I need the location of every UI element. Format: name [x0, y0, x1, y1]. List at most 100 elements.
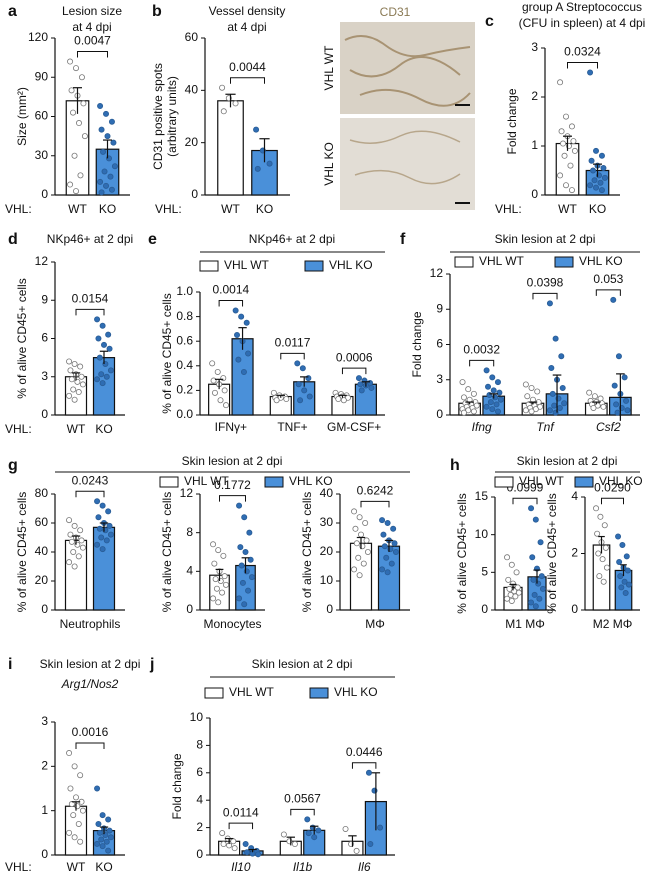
data-point — [362, 520, 369, 527]
y-axis-label: (arbitrary units) — [165, 76, 179, 157]
data-point — [546, 407, 553, 414]
data-point — [561, 152, 568, 159]
legend-label: VHL WT — [479, 254, 525, 268]
legend-swatch — [264, 476, 284, 488]
data-point — [494, 408, 501, 415]
y-tick-label: 3 — [41, 714, 48, 728]
data-point — [379, 517, 386, 524]
data-point — [353, 540, 360, 547]
data-point — [215, 599, 222, 606]
data-point — [621, 374, 628, 381]
data-point — [253, 126, 260, 133]
x-tick-label: Il1b — [293, 860, 313, 874]
data-point — [104, 133, 111, 140]
data-point — [230, 838, 237, 845]
data-point — [67, 785, 74, 792]
data-point — [219, 830, 226, 837]
data-point — [239, 579, 246, 586]
data-point — [245, 587, 252, 594]
panel-letter: c — [485, 13, 494, 30]
legend-label: VHL KO — [329, 258, 373, 272]
y-tick-label: 8 — [196, 738, 203, 752]
data-point — [384, 520, 391, 527]
data-point — [78, 74, 85, 81]
data-point — [594, 530, 601, 537]
data-point — [600, 578, 607, 585]
data-point — [392, 549, 399, 556]
data-point — [67, 531, 74, 538]
data-point — [237, 544, 244, 551]
data-point — [357, 531, 364, 538]
data-point — [210, 377, 217, 384]
y-tick-label: 0.0 — [176, 407, 193, 421]
legend-swatch — [199, 260, 219, 272]
data-point — [96, 354, 103, 361]
y-tick-label: 60 — [185, 30, 199, 44]
data-point — [384, 569, 391, 576]
chart-title: NKp46+ at 2 dpi — [47, 232, 133, 246]
data-point — [73, 65, 80, 72]
y-tick-label: 15 — [475, 489, 489, 503]
p-value: 0.0014 — [212, 283, 249, 297]
data-point — [107, 367, 114, 374]
data-point — [68, 538, 75, 545]
y-axis-label: % of alive CD45+ cells — [160, 293, 174, 413]
data-point — [508, 561, 515, 568]
data-point — [623, 553, 630, 560]
legend-label: VHL KO — [289, 474, 333, 488]
y-tick-label: 12 — [180, 486, 194, 500]
y-tick-label: 1 — [531, 138, 538, 152]
y-tick-label: 5 — [481, 565, 488, 579]
x-tick-label: Il6 — [358, 860, 371, 874]
data-point — [335, 396, 342, 403]
x-prefix: VHL: — [5, 860, 32, 874]
legend-label: VHL KO — [579, 254, 623, 268]
data-point — [617, 573, 624, 580]
chart-title: Skin lesion at 2 dpi — [40, 657, 141, 671]
data-point — [497, 396, 504, 403]
data-point — [470, 390, 477, 397]
data-point — [77, 363, 84, 370]
data-point — [486, 392, 493, 399]
data-point — [241, 514, 248, 521]
legend-swatch — [159, 476, 179, 488]
data-point — [548, 364, 555, 371]
y-tick-label: 40 — [320, 486, 334, 500]
x-prefix: VHL: — [495, 202, 522, 216]
data-point — [70, 386, 77, 393]
chart-title: at 4 dpi — [72, 20, 111, 34]
significance-bracket — [230, 77, 265, 84]
y-tick-label: 1 — [41, 803, 48, 817]
x-tick-label: TNF+ — [277, 420, 307, 434]
data-point — [103, 373, 110, 380]
y-tick-label: 0.8 — [176, 309, 193, 323]
data-point — [106, 522, 113, 529]
data-point — [238, 562, 245, 569]
panel-letter: b — [152, 3, 162, 20]
data-point — [301, 387, 308, 394]
data-point — [221, 573, 228, 580]
data-point — [601, 174, 608, 181]
data-point — [99, 812, 106, 819]
data-point — [311, 834, 318, 841]
data-point — [522, 381, 529, 388]
data-point — [529, 554, 536, 561]
data-point — [95, 514, 102, 521]
p-value: 0.6242 — [357, 484, 394, 498]
micrograph-label: VHL KO — [322, 142, 336, 186]
p-value: 0.0398 — [527, 276, 564, 290]
data-point — [391, 540, 398, 547]
y-axis-label: % of alive CD45+ cells — [160, 492, 174, 612]
y-tick-label: 0 — [196, 847, 203, 861]
significance-bracket — [219, 495, 246, 502]
y-tick-label: 10 — [190, 710, 204, 724]
panel-letter: g — [8, 457, 18, 474]
x-tick-label: KO — [95, 860, 112, 874]
y-axis-label: % of alive CD45+ cells — [15, 492, 29, 612]
chart-title: group A Streptococcus — [522, 0, 642, 14]
data-point — [557, 79, 564, 86]
bar — [65, 100, 90, 196]
data-point — [586, 389, 593, 396]
data-point — [364, 549, 371, 556]
